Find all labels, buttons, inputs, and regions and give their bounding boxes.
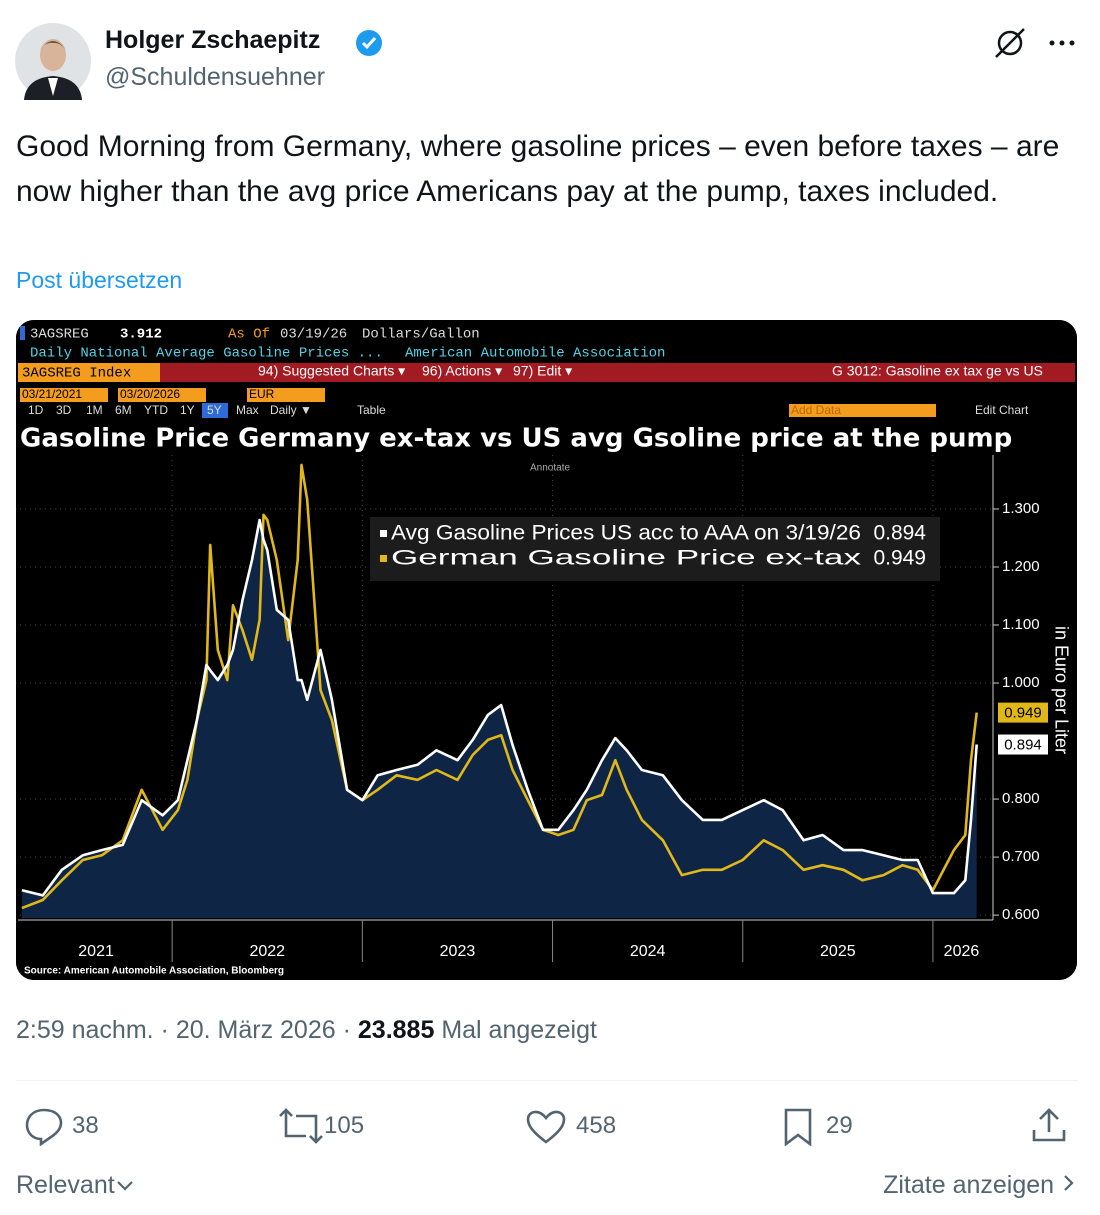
- action-icons: [25, 1108, 1066, 1146]
- ticker: 3AGSREG: [30, 327, 89, 343]
- period[interactable]: 3D: [56, 403, 72, 417]
- as-of-date: 03/19/26: [280, 327, 347, 343]
- top-icons[interactable]: [990, 26, 1085, 60]
- line: [21, 518, 978, 897]
- source-name: American Automobile Association: [405, 346, 665, 362]
- period[interactable]: 5Y: [207, 403, 222, 417]
- chevron: [1064, 1175, 1074, 1191]
- legend-swatch: [380, 530, 387, 537]
- bookmark-icon[interactable]: [784, 1108, 812, 1146]
- period[interactable]: 1D: [28, 403, 44, 417]
- legend-label: German Gasoline Price ex-tax: [391, 547, 862, 570]
- share-icon[interactable]: [1032, 1108, 1066, 1142]
- y-tick-label: 0.800: [1002, 790, 1040, 807]
- x-tick-label: 2025: [820, 943, 856, 960]
- x-tick-label: 2024: [630, 943, 666, 960]
- table-button[interactable]: Table: [357, 403, 386, 417]
- legend-swatch: [380, 555, 387, 562]
- last-value-tag: [998, 734, 1048, 755]
- period[interactable]: 1Y: [180, 403, 195, 417]
- post-media[interactable]: 3AGSREG 3.912 As Of 03/19/26 Dollars/Gal…: [16, 320, 1077, 980]
- legend-label: Avg Gasoline Prices US acc to AAA on 3/1…: [391, 522, 861, 545]
- quotes-link[interactable]: Zitate anzeigen: [883, 1171, 1075, 1200]
- y-tick-label: 1.000: [1002, 674, 1040, 691]
- frequency[interactable]: Daily ▼: [270, 403, 312, 417]
- y-tick-label: 1.300: [1002, 500, 1040, 517]
- add-data[interactable]: Add Data: [791, 403, 841, 417]
- chevron: [116, 1181, 133, 1191]
- annotate[interactable]: Annotate: [530, 463, 570, 474]
- last-price: 3.912: [120, 327, 162, 343]
- quotes-label[interactable]: Zitate anzeigen: [883, 1171, 1055, 1199]
- start-date[interactable]: 03/21/2021: [22, 387, 82, 401]
- menu-item[interactable]: 94) Suggested Charts ▾: [258, 363, 405, 379]
- sort-selector[interactable]: Relevant: [16, 1171, 135, 1200]
- legend-box: [370, 517, 940, 581]
- y-axis-label: in Euro per Liter: [1051, 626, 1071, 754]
- last-value-label: 0.894: [1004, 736, 1042, 753]
- reply-count[interactable]: 38: [72, 1112, 99, 1139]
- menu-item[interactable]: 97) Edit ▾: [513, 363, 572, 379]
- avatar[interactable]: [14, 22, 92, 100]
- currency[interactable]: EUR: [249, 387, 275, 401]
- divider: [16, 1080, 1078, 1081]
- chart-name: G 3012: Gasoline ex tax ge vs US: [832, 363, 1043, 379]
- chart-source: Source: American Automobile Association,…: [24, 966, 284, 977]
- y-tick-label: 0.700: [1002, 848, 1040, 865]
- bookmark-count[interactable]: 29: [826, 1112, 853, 1139]
- period[interactable]: YTD: [144, 403, 168, 417]
- x-tick-label: 2023: [440, 943, 476, 960]
- period[interactable]: 1M: [86, 403, 103, 417]
- like-icon[interactable]: [526, 1110, 566, 1144]
- separator: ·: [160, 1016, 169, 1044]
- x-tick-label: 2022: [249, 943, 285, 960]
- x-tick-label: 2026: [944, 943, 980, 960]
- chart: 3AGSREG 3.912 As Of 03/19/26 Dollars/Gal…: [16, 320, 1077, 980]
- separator: ·: [342, 1016, 351, 1044]
- last-value-tag: [998, 702, 1048, 723]
- units: Dollars/Gallon: [362, 327, 480, 343]
- repost-icon[interactable]: [279, 1108, 323, 1144]
- repost-count[interactable]: 105: [324, 1112, 365, 1139]
- x-tick-label: 2021: [78, 943, 114, 960]
- post-text: Good Morning from Germany, where gasolin…: [16, 130, 1060, 208]
- line: [21, 463, 978, 910]
- like-count[interactable]: 458: [576, 1112, 617, 1139]
- author-handle[interactable]: @Schuldensuehner: [105, 63, 325, 91]
- menu-item[interactable]: 96) Actions ▾: [422, 363, 502, 379]
- time[interactable]: 2:59 nachm.: [16, 1016, 154, 1044]
- verified-badge: [356, 30, 382, 56]
- y-tick-label: 0.600: [1002, 906, 1040, 923]
- translate-link[interactable]: Post übersetzen: [16, 267, 183, 293]
- date[interactable]: 20. März 2026: [175, 1016, 336, 1044]
- as-of-label: As Of: [228, 327, 270, 343]
- author-name[interactable]: Holger Zschaepitz: [105, 26, 321, 54]
- chart-title: Gasoline Price Germany ex-tax vs US avg …: [20, 424, 1012, 454]
- sort-label[interactable]: Relevant: [16, 1171, 115, 1199]
- legend-value: 0.949: [873, 547, 926, 570]
- views: 23.885: [357, 1016, 435, 1044]
- reply-icon[interactable]: [25, 1108, 63, 1146]
- views-label: Mal angezeigt: [441, 1016, 597, 1044]
- post-meta: 2:59 nachm. · 20. März 2026 · 23.885 Mal…: [16, 1016, 597, 1045]
- security[interactable]: 3AGSREG Index: [22, 366, 131, 382]
- last-value-label: 0.949: [1004, 705, 1042, 722]
- end-date[interactable]: 03/20/2026: [120, 387, 180, 401]
- y-tick-label: 1.100: [1002, 616, 1040, 633]
- description: Daily National Average Gasoline Prices .…: [30, 346, 383, 362]
- y-tick-label: 1.200: [1002, 558, 1040, 575]
- legend-value: 0.894: [873, 522, 926, 545]
- period[interactable]: 6M: [115, 403, 132, 417]
- edit-chart[interactable]: Edit Chart: [975, 403, 1029, 417]
- period[interactable]: Max: [236, 403, 259, 417]
